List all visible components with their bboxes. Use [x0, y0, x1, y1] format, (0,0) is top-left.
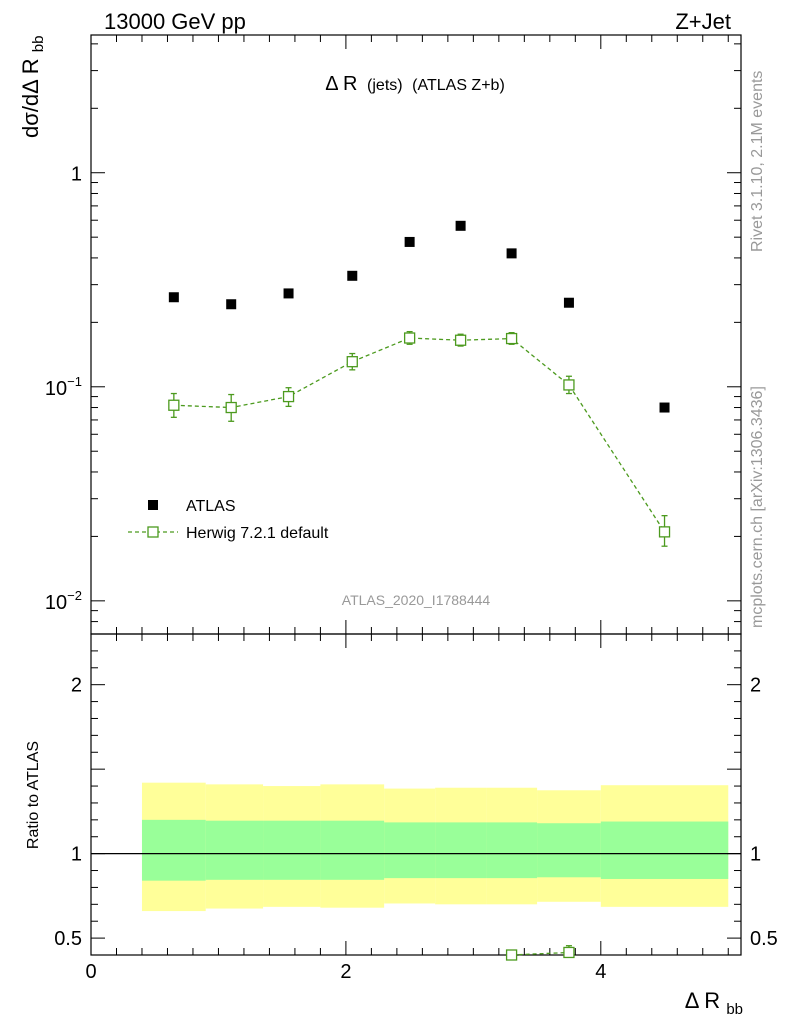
ratio-series	[505, 945, 575, 961]
main-ytick-label-base-1: 10	[45, 378, 67, 400]
chart-title-sub: (jets)	[367, 77, 403, 94]
band-green-6	[486, 822, 538, 879]
xtick-label-2: 4	[595, 961, 606, 983]
ratio-ytick-label-left-1: 1	[71, 844, 82, 866]
atlas-point-1	[226, 299, 237, 310]
band-green-4	[384, 822, 436, 879]
analysis-label: ATLAS_2020_I1788444	[342, 592, 491, 608]
legend-atlas-marker	[148, 500, 158, 510]
herwig-point-0	[168, 399, 180, 411]
main-ytick-label-0: 1	[71, 164, 82, 186]
band-green-5	[435, 822, 487, 879]
atlas-point-0	[168, 292, 179, 303]
atlas-point-8	[659, 402, 670, 413]
herwig-point-7	[563, 379, 575, 391]
chart-title-tail: (ATLAS Z+b)	[412, 77, 505, 94]
main-axes: 110−110−2	[45, 34, 742, 635]
chart-title: Δ R (jets) (ATLAS Z+b)	[325, 73, 505, 95]
xtick-label-1: 2	[340, 961, 351, 983]
legend-herwig-marker	[147, 526, 159, 538]
herwig-series	[168, 330, 671, 547]
ratio-herwig-point-0	[505, 949, 518, 961]
rivet-label: Rivet 3.1.10, 2.1M events	[749, 71, 766, 252]
y-axis-label-main: dσ/dΔ R	[18, 58, 43, 138]
herwig-point-2	[282, 390, 295, 403]
ratio-ytick-label-right-2: 2	[750, 675, 761, 697]
herwig-point-8	[658, 526, 671, 538]
herwig-line	[173, 337, 666, 533]
y-axis-label-sub: bb	[30, 36, 47, 53]
xtick-label-0: 0	[85, 961, 96, 983]
herwig-point-1	[225, 401, 237, 414]
main-ytick-label-base-2: 10	[45, 592, 67, 614]
chart-title-main: Δ R	[325, 73, 357, 95]
ratio-bands	[141, 782, 729, 912]
legend-atlas-label: ATLAS	[186, 498, 236, 515]
atlas-point-6	[506, 248, 517, 259]
legend: ATLAS Herwig 7.2.1 default	[128, 498, 329, 542]
ratio-y-axis-label: Ratio to ATLAS	[25, 741, 42, 849]
ratio-frame	[90, 633, 742, 956]
band-green-3	[320, 820, 385, 880]
band-green-1	[205, 820, 264, 880]
ratio-axes: 0.5 0.5 1 1 2 2 0 2 4	[54, 633, 778, 983]
main-ytick-label-exp-2: −2	[67, 588, 82, 603]
atlas-point-3	[347, 270, 358, 281]
main-frame	[90, 34, 742, 635]
herwig-point-6	[505, 332, 518, 345]
main-ytick-label-1: 10−1	[45, 374, 82, 400]
band-green-0	[141, 819, 206, 881]
ratio-ytick-label-left-2: 2	[71, 675, 82, 697]
x-axis-label-sub: bb	[726, 1001, 743, 1018]
main-ytick-label-2: 10−2	[45, 588, 82, 614]
herwig-point-3	[346, 356, 358, 368]
band-green-7	[537, 823, 601, 878]
atlas-series	[168, 220, 670, 413]
ratio-ytick-label-right-0: 0.5	[750, 928, 778, 950]
atlas-point-4	[404, 236, 415, 247]
ratio-ytick-label-left-0: 0.5	[54, 928, 82, 950]
ratio-herwig-line	[511, 951, 569, 956]
header-left: 13000 GeV pp	[104, 9, 246, 34]
main-ytick-label-exp-1: −1	[67, 374, 82, 389]
y-axis-label: dσ/dΔ R bb	[18, 36, 47, 138]
herwig-point-4	[403, 332, 416, 344]
x-axis-label-main: Δ R	[685, 988, 720, 1013]
band-green-8	[600, 821, 729, 879]
mcplots-label: mcplots.cern.ch [arXiv:1306.3436]	[749, 386, 766, 628]
atlas-point-2	[283, 288, 294, 299]
band-green-2	[263, 820, 321, 880]
herwig-point-5	[454, 334, 467, 346]
x-axis-label: Δ R bb	[685, 988, 743, 1018]
atlas-point-5	[455, 220, 466, 231]
ratio-herwig-point-1	[563, 946, 575, 959]
header-right: Z+Jet	[675, 9, 731, 34]
legend-herwig-label: Herwig 7.2.1 default	[186, 525, 329, 542]
atlas-point-7	[563, 297, 574, 308]
ratio-ytick-label-right-1: 1	[750, 844, 761, 866]
